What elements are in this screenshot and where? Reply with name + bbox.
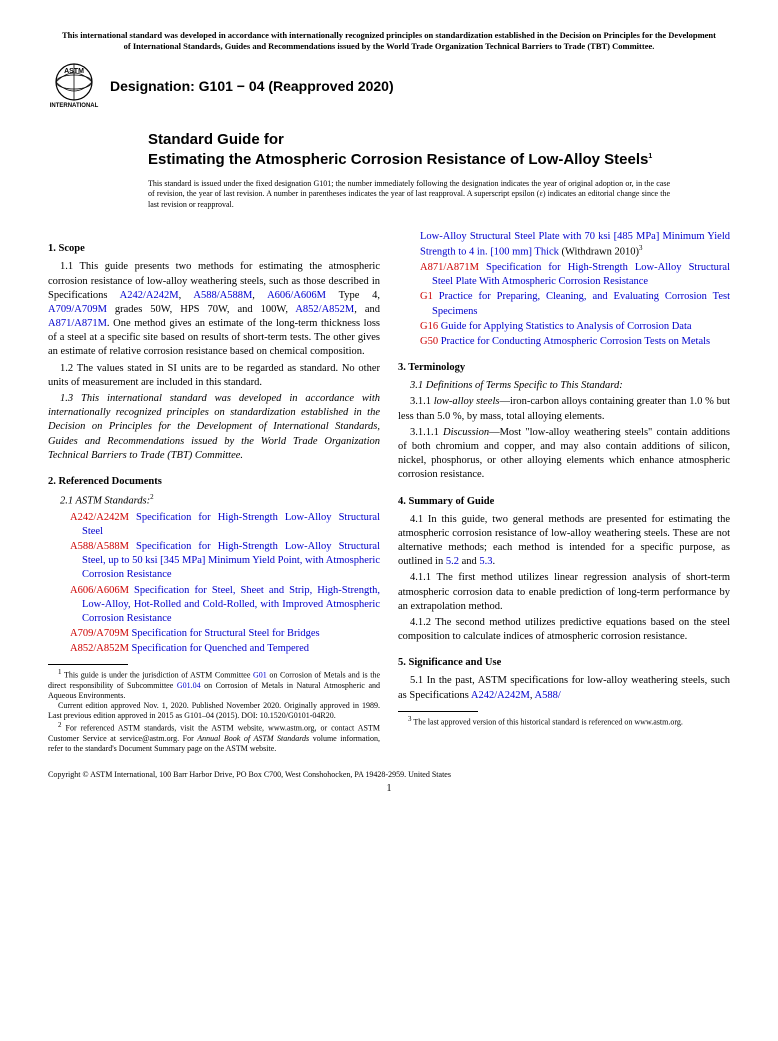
svg-text:INTERNATIONAL: INTERNATIONAL <box>50 103 99 109</box>
page-container: This international standard was develope… <box>0 0 778 814</box>
term-3-1: 3.1 Definitions of Terms Specific to Thi… <box>398 379 730 393</box>
scope-1-1: 1.1 This guide presents two methods for … <box>48 260 380 359</box>
link-a852[interactable]: A852/A852M <box>295 304 354 315</box>
ref-list-right: Low-Alloy Structural Steel Plate with 70… <box>398 230 730 349</box>
ref-item-cont: Low-Alloy Structural Steel Plate with 70… <box>410 230 730 260</box>
footnote-1: 1 This guide is under the jurisdiction o… <box>48 668 380 701</box>
summary-4-1-1: 4.1.1 The first method utilizes linear r… <box>398 571 730 614</box>
ref-item: G50 Practice for Conducting Atmospheric … <box>410 335 730 349</box>
header-note: This international standard was develope… <box>48 30 730 52</box>
designation-row: INTERNATIONAL ASTM Designation: G101 − 0… <box>48 60 730 112</box>
ref-item: A709/A709M Specification for Structural … <box>60 627 380 641</box>
section-head-scope: 1. Scope <box>48 242 380 256</box>
link-a606[interactable]: A606/A606M <box>267 290 326 301</box>
ref-item: A852/A852M Specification for Quenched an… <box>60 642 380 656</box>
left-column: 1. Scope 1.1 This guide presents two met… <box>48 230 380 753</box>
link-a709[interactable]: A709/A709M <box>48 304 107 315</box>
footnote-rule <box>48 664 128 665</box>
link-a871[interactable]: A871/A871M <box>48 318 107 329</box>
right-column: Low-Alloy Structural Steel Plate with 70… <box>398 230 730 753</box>
scope-1-3: 1.3 This international standard was deve… <box>48 392 380 463</box>
footnote-3: 3 The last approved version of this hist… <box>398 715 730 728</box>
title-prefix: Standard Guide for <box>148 130 730 150</box>
title-main: Estimating the Atmospheric Corrosion Res… <box>148 150 730 170</box>
summary-4-1: 4.1 In this guide, two general methods a… <box>398 513 730 570</box>
title-block: Standard Guide for Estimating the Atmosp… <box>148 130 730 210</box>
term-3-1-1-1: 3.1.1.1 Discussion—Most "low-alloy weath… <box>398 426 730 483</box>
section-head-significance: 5. Significance and Use <box>398 656 730 670</box>
columns: 1. Scope 1.1 This guide presents two met… <box>48 230 730 753</box>
sig-5-1: 5.1 In the past, ASTM specifications for… <box>398 674 730 702</box>
ref-item: A606/A606M Specification for Steel, Shee… <box>60 584 380 627</box>
ref-item: A871/A871M Specification for High-Streng… <box>410 261 730 289</box>
footnote-2: 2 For referenced ASTM standards, visit t… <box>48 721 380 754</box>
scope-1-2: 1.2 The values stated in SI units are to… <box>48 362 380 390</box>
link-a588[interactable]: A588/A588M <box>193 290 252 301</box>
page-number: 1 <box>48 783 730 794</box>
ref-item: G1 Practice for Preparing, Cleaning, and… <box>410 290 730 318</box>
section-head-refdocs: 2. Referenced Documents <box>48 475 380 489</box>
ref-list-left: A242/A242M Specification for High-Streng… <box>48 511 380 657</box>
ref-item: A242/A242M Specification for High-Streng… <box>60 511 380 539</box>
astm-logo: INTERNATIONAL ASTM <box>48 60 100 112</box>
link-a242[interactable]: A242/A242M <box>120 290 179 301</box>
ref-item: A588/A588M Specification for High-Streng… <box>60 540 380 583</box>
section-head-terminology: 3. Terminology <box>398 361 730 375</box>
refdocs-sub: 2.1 ASTM Standards:2 <box>48 493 380 509</box>
term-3-1-1: 3.1.1 low-alloy steels—iron-carbon alloy… <box>398 395 730 423</box>
summary-4-1-2: 4.1.2 The second method utilizes predict… <box>398 616 730 644</box>
copyright: Copyright © ASTM International, 100 Barr… <box>48 770 730 779</box>
svg-text:ASTM: ASTM <box>64 68 84 75</box>
footnote-1b: Current edition approved Nov. 1, 2020. P… <box>48 701 380 721</box>
designation-text: Designation: G101 − 04 (Reapproved 2020) <box>110 78 394 94</box>
section-head-summary: 4. Summary of Guide <box>398 495 730 509</box>
title-note: This standard is issued under the fixed … <box>148 179 730 210</box>
footnote-rule-r <box>398 711 478 712</box>
ref-item: G16 Guide for Applying Statistics to Ana… <box>410 320 730 334</box>
